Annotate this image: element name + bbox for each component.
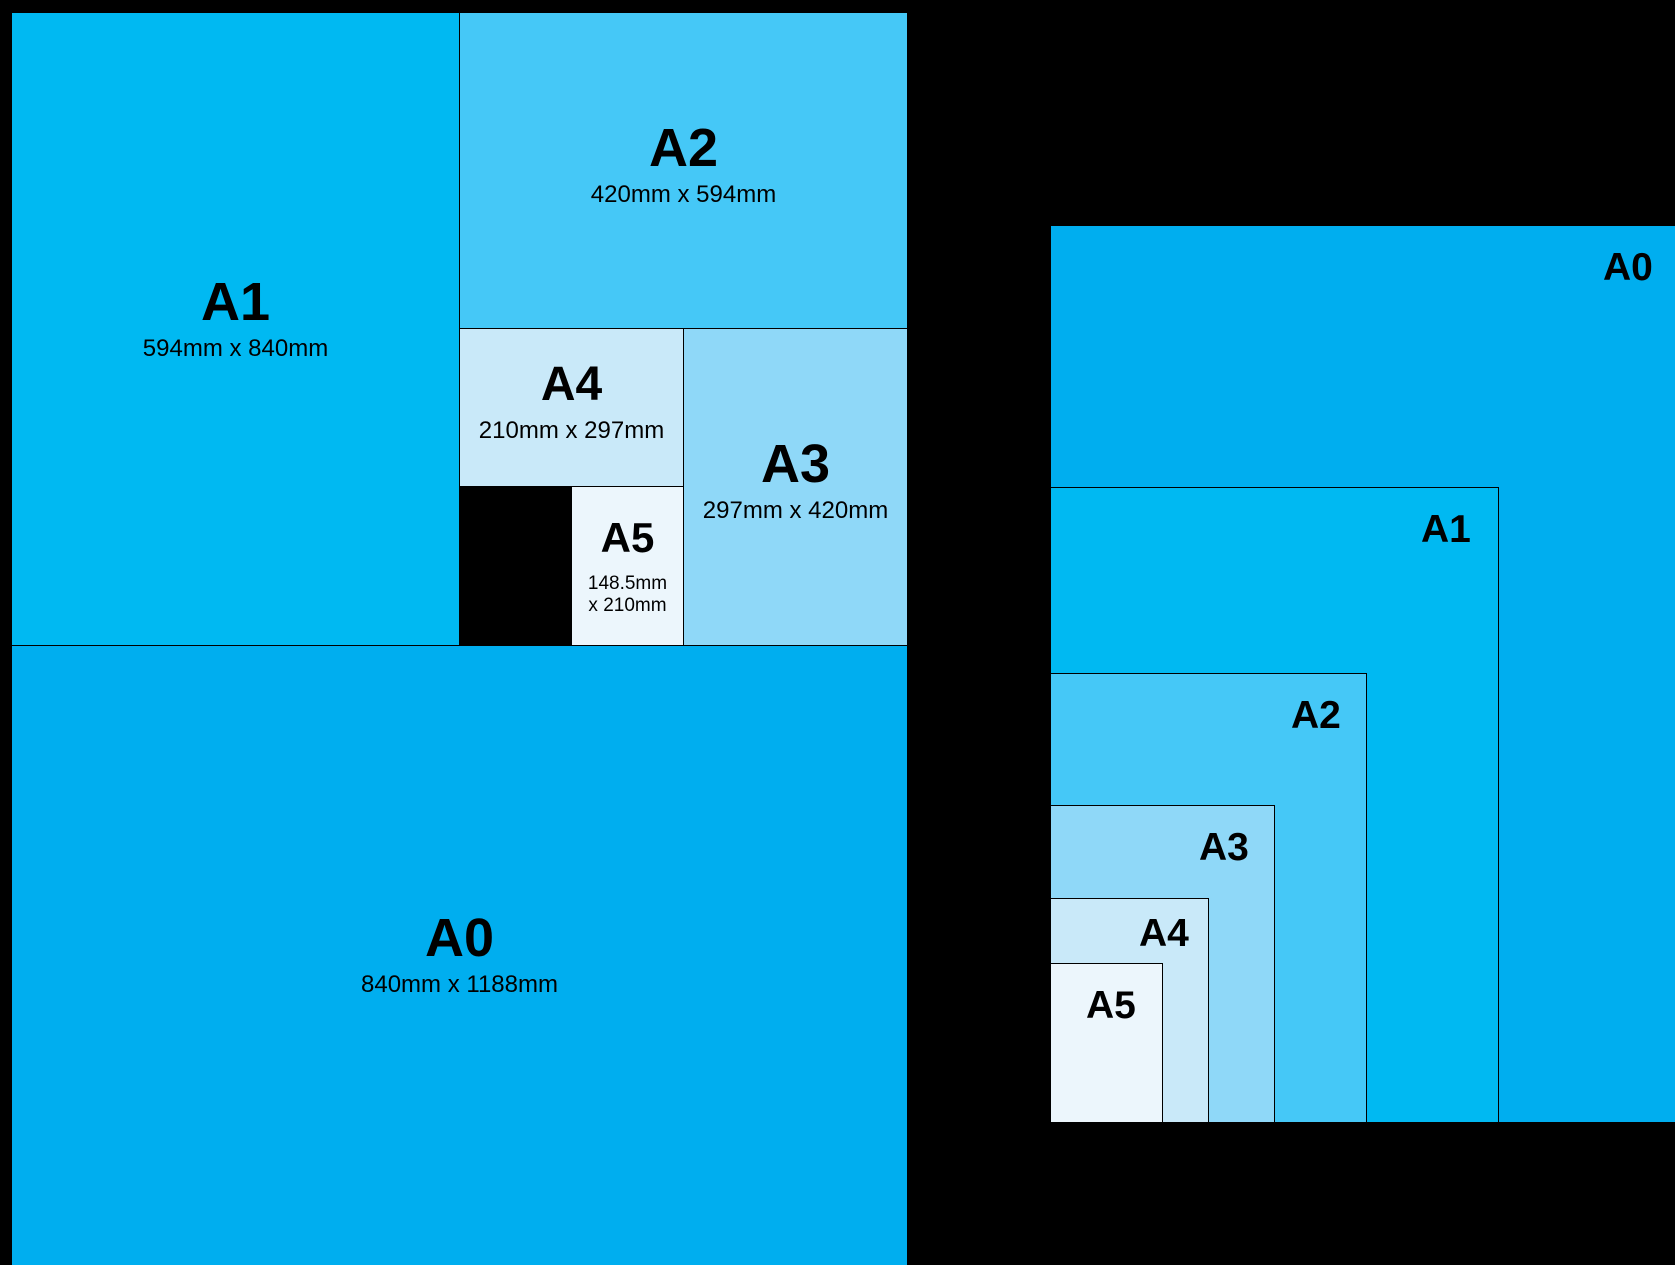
mosaic-a0-label: A0 840mm x 1188mm — [12, 911, 907, 999]
mosaic-a4-label: A4 210mm x 297mm — [460, 361, 683, 445]
mosaic-a0-dims: 840mm x 1188mm — [361, 971, 558, 998]
mosaic-a4-name: A4 — [540, 358, 603, 411]
mosaic-a3-dims: 297mm x 420mm — [702, 497, 889, 524]
mosaic-a5-label: A5 148.5mm x 210mm — [572, 517, 683, 617]
mosaic-a3-label: A3 297mm x 420mm — [684, 437, 907, 525]
mosaic-a1-dims: 594mm x 840mm — [142, 335, 329, 362]
mosaic-a3-name: A3 — [760, 434, 831, 494]
mosaic-a0-name: A0 — [424, 908, 495, 968]
mosaic-a2-name: A2 — [648, 118, 719, 178]
nested-a4-label: A4 — [1139, 912, 1189, 955]
mosaic-a2-label: A2 420mm x 594mm — [460, 121, 907, 209]
nested-a2-label: A2 — [1291, 694, 1341, 737]
mosaic-a1-sheet: A1 594mm x 840mm — [11, 12, 460, 646]
mosaic-a5-dims-line2: x 210mm — [588, 594, 667, 616]
mosaic-a2-sheet: A2 420mm x 594mm — [459, 12, 908, 329]
nested-a5-label: A5 — [1086, 984, 1136, 1027]
mosaic-a4-sheet: A4 210mm x 297mm — [459, 328, 684, 487]
nested-a5-sheet — [1050, 963, 1163, 1123]
nested-a1-label: A1 — [1421, 508, 1471, 551]
mosaic-a2-dims: 420mm x 594mm — [590, 181, 777, 208]
mosaic-a1-name: A1 — [200, 272, 271, 332]
mosaic-a1-label: A1 594mm x 840mm — [12, 275, 459, 363]
mosaic-a5-name: A5 — [600, 514, 655, 561]
nested-a0-label: A0 — [1603, 246, 1653, 289]
mosaic-a3-sheet: A3 297mm x 420mm — [683, 328, 908, 646]
mosaic-a0-sheet: A0 840mm x 1188mm — [11, 645, 908, 1265]
nested-a3-label: A3 — [1199, 826, 1249, 869]
mosaic-a5-dims-line1: 148.5mm — [587, 573, 668, 594]
mosaic-a4-dims: 210mm x 297mm — [478, 417, 665, 444]
mosaic-a5-sheet: A5 148.5mm x 210mm — [571, 486, 684, 646]
